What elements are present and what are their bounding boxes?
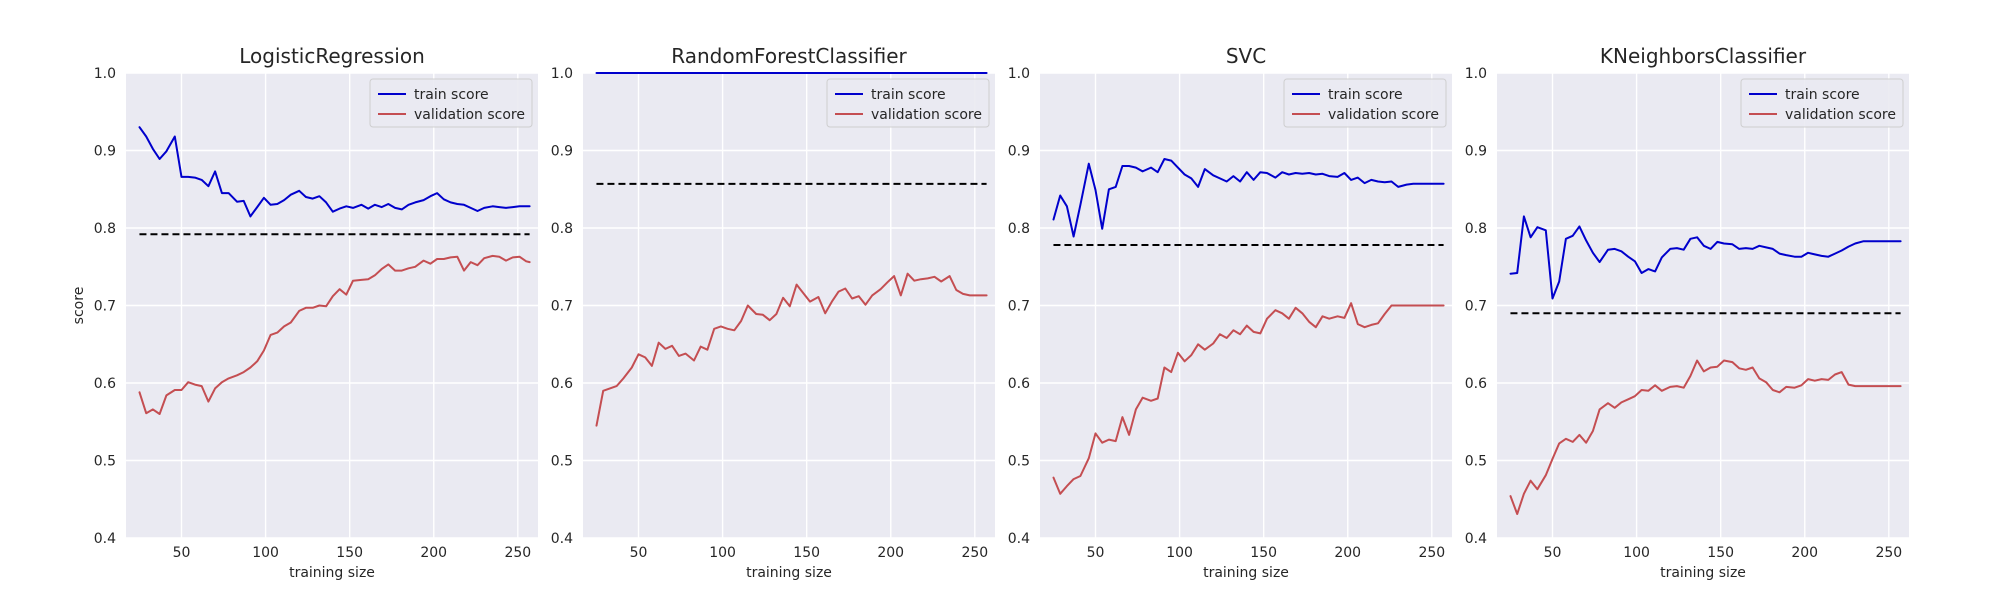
chart-title: KNeighborsClassifier <box>1600 44 1807 68</box>
y-tick-label: 0.8 <box>551 221 573 237</box>
y-tick-label: 0.5 <box>1465 454 1487 470</box>
y-tick-label: 0.8 <box>1008 221 1030 237</box>
y-tick-label: 0.9 <box>1465 144 1487 160</box>
legend-frame <box>1740 78 1904 128</box>
validation-score-line <box>1052 302 1445 495</box>
x-tick-label: 150 <box>793 545 820 561</box>
chart-panel-4: 0.4 0.5 0.6 0.7 0.8 0.9 1.0 50 100 150 200 250 KNeig… <box>1465 44 1909 581</box>
x-tick-label: 250 <box>504 545 531 561</box>
y-tick-label: 0.9 <box>94 144 116 160</box>
chart-panel-2: 0.4 0.5 0.6 0.7 0.8 0.9 1.0 50 100 150 200 250 Rando… <box>551 44 995 581</box>
x-axis-label: training size <box>1203 565 1289 581</box>
legend-validation-label: validation score <box>414 107 525 123</box>
x-tick-label: 200 <box>420 545 447 561</box>
x-tick-label: 200 <box>877 545 904 561</box>
x-tick-label: 100 <box>1623 545 1650 561</box>
y-tick-label: 0.8 <box>1465 221 1487 237</box>
y-tick-label: 0.7 <box>551 299 573 315</box>
chart-title: RandomForestClassifier <box>671 44 907 68</box>
y-tick-label: 0.7 <box>94 299 116 315</box>
legend-train-label: train score <box>871 87 946 103</box>
y-tick-label: 0.5 <box>551 454 573 470</box>
x-tick-label: 250 <box>1418 545 1445 561</box>
legend: train score validation score <box>1283 78 1447 128</box>
y-tick-label: 1.0 <box>1008 66 1030 82</box>
legend-validation-label: validation score <box>1785 107 1896 123</box>
x-axis-label: training size <box>1660 565 1746 581</box>
chart-panel-1: 0.4 0.5 0.6 0.7 0.8 0.9 1.0 50 100 150 200 250 Logis… <box>71 44 538 581</box>
x-tick-label: 150 <box>336 545 363 561</box>
x-tick-label: 50 <box>173 545 191 561</box>
legend-train-label: train score <box>1785 87 1860 103</box>
validation-score-line <box>595 272 988 427</box>
y-tick-label: 0.6 <box>1008 376 1030 392</box>
y-tick-label: 0.6 <box>94 376 116 392</box>
x-tick-label: 100 <box>252 545 279 561</box>
x-axis-label: training size <box>289 565 375 581</box>
x-tick-label: 50 <box>630 545 648 561</box>
y-tick-label: 1.0 <box>1465 66 1487 82</box>
legend-train-label: train score <box>1328 87 1403 103</box>
x-tick-label: 200 <box>1334 545 1361 561</box>
y-tick-label: 0.4 <box>1008 531 1030 547</box>
legend: train score validation score <box>826 78 990 128</box>
validation-score-line <box>1509 359 1902 515</box>
x-axis-label: training size <box>746 565 832 581</box>
y-tick-label: 0.9 <box>1008 144 1030 160</box>
legend: train score validation score <box>369 78 533 128</box>
x-tick-label: 150 <box>1707 545 1734 561</box>
y-tick-label: 0.6 <box>1465 376 1487 392</box>
x-tick-label: 150 <box>1250 545 1277 561</box>
chart-panel-3: 0.4 0.5 0.6 0.7 0.8 0.9 1.0 50 100 150 200 250 SVC tr… <box>1008 44 1452 581</box>
train-score-line <box>138 126 531 218</box>
y-tick-label: 0.4 <box>551 531 573 547</box>
y-tick-label: 0.9 <box>551 144 573 160</box>
legend-frame <box>369 78 533 128</box>
y-axis-label: score <box>71 287 87 325</box>
legend-train-label: train score <box>414 87 489 103</box>
y-tick-label: 1.0 <box>94 66 116 82</box>
x-tick-label: 250 <box>961 545 988 561</box>
train-score-line <box>1509 215 1902 300</box>
validation-score-line <box>138 254 531 415</box>
y-tick-label: 0.7 <box>1008 299 1030 315</box>
y-tick-label: 0.7 <box>1465 299 1487 315</box>
x-tick-label: 100 <box>1166 545 1193 561</box>
chart-title: SVC <box>1226 44 1266 68</box>
y-tick-label: 0.8 <box>94 221 116 237</box>
y-tick-label: 0.6 <box>551 376 573 392</box>
x-tick-label: 50 <box>1544 545 1562 561</box>
y-tick-label: 0.5 <box>1008 454 1030 470</box>
train-score-line <box>1052 158 1445 238</box>
y-tick-label: 0.4 <box>94 531 116 547</box>
legend-frame <box>1283 78 1447 128</box>
legend-frame <box>826 78 990 128</box>
x-tick-label: 50 <box>1087 545 1105 561</box>
y-tick-label: 1.0 <box>551 66 573 82</box>
x-tick-label: 100 <box>709 545 736 561</box>
x-tick-label: 200 <box>1791 545 1818 561</box>
y-tick-label: 0.5 <box>94 454 116 470</box>
chart-title: LogisticRegression <box>239 44 425 68</box>
x-tick-label: 250 <box>1875 545 1902 561</box>
legend: train score validation score <box>1740 78 1904 128</box>
legend-validation-label: validation score <box>871 107 982 123</box>
legend-validation-label: validation score <box>1328 107 1439 123</box>
y-tick-label: 0.4 <box>1465 531 1487 547</box>
